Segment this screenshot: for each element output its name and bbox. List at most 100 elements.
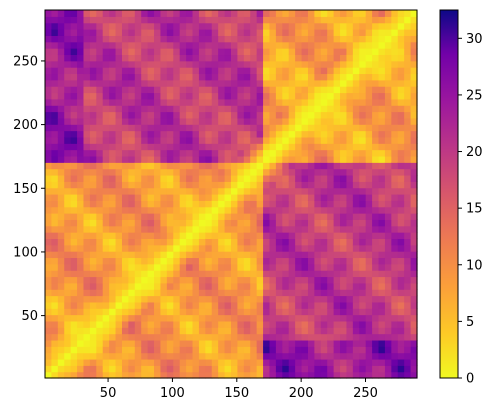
heatmap-cell bbox=[359, 67, 367, 75]
heatmap-cell bbox=[288, 41, 296, 49]
heatmap-cell bbox=[288, 155, 296, 163]
heatmap-cell bbox=[307, 136, 315, 144]
heatmap-cell bbox=[128, 79, 136, 87]
heatmap-cell bbox=[141, 282, 149, 290]
heatmap-cell bbox=[186, 244, 194, 252]
heatmap-cell bbox=[192, 155, 200, 163]
heatmap-cell bbox=[224, 181, 232, 189]
heatmap-cell bbox=[282, 10, 290, 17]
heatmap-cell bbox=[307, 308, 315, 316]
heatmap-cell bbox=[160, 130, 168, 138]
heatmap-cell bbox=[346, 22, 354, 30]
heatmap-cell bbox=[243, 244, 251, 252]
heatmap-cell bbox=[205, 289, 213, 297]
heatmap-cell bbox=[237, 232, 245, 240]
heatmap-cell bbox=[288, 282, 296, 290]
heatmap-cell bbox=[192, 35, 200, 43]
heatmap-cell bbox=[134, 352, 142, 360]
heatmap-cell bbox=[314, 124, 322, 132]
heatmap-cell bbox=[275, 257, 283, 265]
heatmap-cell bbox=[89, 35, 97, 43]
heatmap-cell bbox=[179, 79, 187, 87]
heatmap-cell bbox=[173, 289, 181, 297]
heatmap-cell bbox=[365, 244, 373, 252]
heatmap-cell bbox=[89, 213, 97, 220]
heatmap-cell bbox=[192, 308, 200, 316]
heatmap-cell bbox=[282, 346, 290, 354]
heatmap-cell bbox=[365, 314, 373, 322]
heatmap-cell bbox=[378, 244, 386, 252]
heatmap-cell bbox=[397, 92, 405, 100]
heatmap-cell bbox=[275, 181, 283, 189]
heatmap-cell bbox=[134, 105, 142, 113]
heatmap-cell bbox=[231, 86, 239, 94]
heatmap-cell bbox=[45, 92, 53, 100]
heatmap-cell bbox=[173, 22, 181, 30]
heatmap-cell bbox=[346, 67, 354, 75]
heatmap-cell bbox=[320, 35, 328, 43]
heatmap-cell bbox=[51, 365, 59, 373]
heatmap-cell bbox=[211, 308, 219, 316]
heatmap-cell bbox=[102, 117, 110, 125]
heatmap-cell bbox=[346, 238, 354, 246]
heatmap-cell bbox=[83, 143, 91, 151]
heatmap-cell bbox=[378, 333, 386, 341]
heatmap-cell bbox=[282, 136, 290, 144]
heatmap-cell bbox=[218, 282, 226, 290]
heatmap-cell bbox=[301, 168, 309, 176]
heatmap-cell bbox=[83, 213, 91, 220]
heatmap-cell bbox=[384, 79, 392, 87]
heatmap-cell bbox=[205, 327, 213, 335]
heatmap-cell bbox=[263, 92, 271, 100]
heatmap-cell bbox=[57, 308, 65, 316]
heatmap-cell bbox=[301, 136, 309, 144]
heatmap-cell bbox=[397, 251, 405, 259]
heatmap-cell bbox=[96, 67, 104, 75]
heatmap-cell bbox=[372, 130, 380, 138]
heatmap-cell bbox=[295, 149, 303, 157]
heatmap-cell bbox=[314, 282, 322, 290]
heatmap-cell bbox=[231, 257, 239, 265]
heatmap-cell bbox=[141, 251, 149, 259]
heatmap-cell bbox=[256, 194, 264, 201]
heatmap-cell bbox=[224, 346, 232, 354]
heatmap-cell bbox=[410, 92, 418, 100]
heatmap-cell bbox=[288, 308, 296, 316]
heatmap-cell bbox=[89, 276, 97, 284]
heatmap-cell bbox=[154, 213, 162, 220]
heatmap-cell bbox=[269, 225, 277, 233]
heatmap-cell bbox=[250, 111, 258, 119]
heatmap-cell bbox=[295, 352, 303, 360]
heatmap-cell bbox=[57, 352, 65, 360]
heatmap-cell bbox=[231, 35, 239, 43]
heatmap-cell bbox=[378, 60, 386, 68]
heatmap-cell bbox=[57, 219, 65, 227]
heatmap-cell bbox=[192, 136, 200, 144]
heatmap-cell bbox=[109, 73, 117, 81]
heatmap-cell bbox=[397, 130, 405, 138]
heatmap-cell bbox=[192, 48, 200, 56]
heatmap-cell bbox=[141, 16, 149, 24]
heatmap-cell bbox=[372, 73, 380, 81]
heatmap-cell bbox=[340, 98, 348, 106]
heatmap-cell bbox=[96, 10, 104, 17]
heatmap-cell bbox=[141, 295, 149, 303]
heatmap-cell bbox=[404, 320, 412, 328]
plot-frame bbox=[44, 9, 418, 379]
heatmap-cell bbox=[346, 16, 354, 24]
heatmap-cell bbox=[275, 92, 283, 100]
heatmap-cell bbox=[173, 295, 181, 303]
heatmap-cell bbox=[269, 352, 277, 360]
heatmap-cell bbox=[263, 168, 271, 176]
heatmap-cell bbox=[269, 111, 277, 119]
heatmap-cell bbox=[211, 327, 219, 335]
heatmap-cell bbox=[160, 295, 168, 303]
heatmap-cell bbox=[121, 16, 129, 24]
heatmap-cell bbox=[211, 162, 219, 170]
heatmap-cell bbox=[70, 263, 78, 271]
heatmap-cell bbox=[404, 98, 412, 106]
heatmap-cell bbox=[288, 238, 296, 246]
heatmap-cell bbox=[109, 136, 117, 144]
heatmap-cell bbox=[384, 48, 392, 56]
heatmap-cell bbox=[218, 149, 226, 157]
